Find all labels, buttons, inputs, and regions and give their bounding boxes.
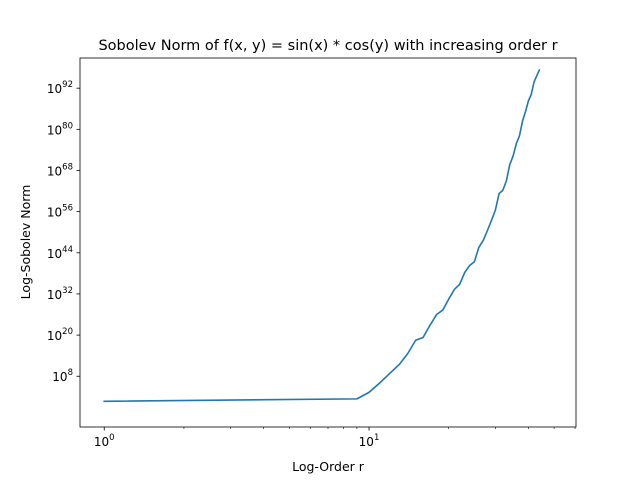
y-axis-label: Log-Sobolev Norm	[18, 185, 33, 300]
data-line	[103, 68, 541, 403]
chart-title: Sobolev Norm of f(x, y) = sin(x) * cos(y…	[98, 38, 557, 54]
x-axis-label: Log-Order r	[292, 459, 365, 474]
plot-area	[103, 68, 541, 403]
x-axis: 100 101	[94, 427, 576, 449]
